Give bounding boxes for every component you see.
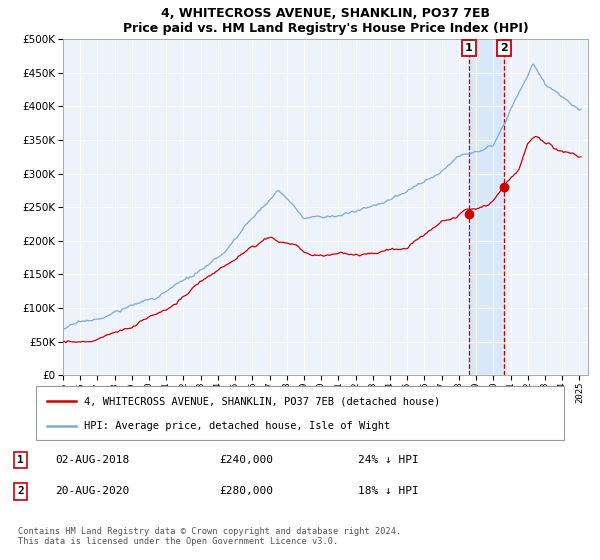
Text: 4, WHITECROSS AVENUE, SHANKLIN, PO37 7EB (detached house): 4, WHITECROSS AVENUE, SHANKLIN, PO37 7EB… (83, 396, 440, 407)
Text: 1: 1 (17, 455, 24, 465)
FancyBboxPatch shape (36, 386, 564, 440)
Text: HPI: Average price, detached house, Isle of Wight: HPI: Average price, detached house, Isle… (83, 421, 390, 431)
Text: 18% ↓ HPI: 18% ↓ HPI (358, 487, 418, 496)
Title: 4, WHITECROSS AVENUE, SHANKLIN, PO37 7EB
Price paid vs. HM Land Registry's House: 4, WHITECROSS AVENUE, SHANKLIN, PO37 7EB… (122, 7, 529, 35)
Text: 02-AUG-2018: 02-AUG-2018 (55, 455, 130, 465)
Text: 1: 1 (465, 43, 473, 53)
Text: 24% ↓ HPI: 24% ↓ HPI (358, 455, 418, 465)
Text: 2: 2 (500, 43, 508, 53)
Text: 20-AUG-2020: 20-AUG-2020 (55, 487, 130, 496)
Text: £280,000: £280,000 (220, 487, 274, 496)
Text: £240,000: £240,000 (220, 455, 274, 465)
Text: 2: 2 (17, 487, 24, 496)
Bar (469, 39, 504, 375)
Text: Contains HM Land Registry data © Crown copyright and database right 2024.
This d: Contains HM Land Registry data © Crown c… (18, 526, 401, 546)
